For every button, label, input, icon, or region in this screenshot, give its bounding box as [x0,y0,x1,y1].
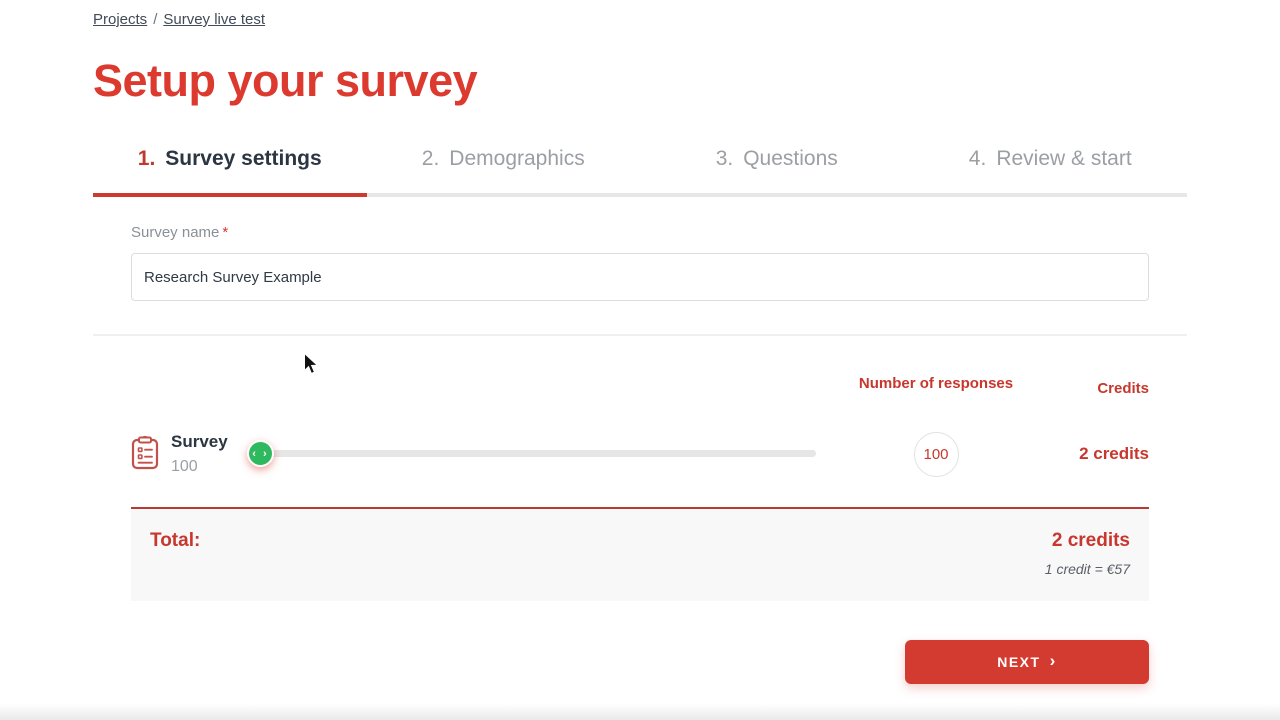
chevron-right-icon: › [1049,651,1057,670]
next-button[interactable]: NEXT › [905,640,1149,684]
credit-rate-note: 1 credit = €57 [1044,561,1130,577]
page-title: Setup your survey [93,55,478,106]
column-header-responses: Number of responses [858,375,1014,392]
responses-slider[interactable]: ‹ › [247,440,816,468]
slider-handle[interactable]: ‹ › [247,440,274,467]
tab-review-start[interactable]: 4. Review & start [913,133,1187,197]
section-divider [93,334,1187,336]
row-sub-value: 100 [171,458,198,475]
column-header-credits: Credits [1097,380,1149,397]
actions-bar: NEXT › [131,601,1149,684]
pricing-row-survey: Survey 100 ‹ › 100 2 credits [131,424,1149,484]
tab-demographics[interactable]: 2. Demographics [366,133,640,197]
survey-name-input[interactable] [131,253,1149,301]
next-button-label: NEXT [997,654,1041,670]
survey-settings-panel: Survey name * [93,224,1187,301]
clipboard-icon [131,434,171,475]
row-title: Survey [171,432,228,451]
total-label: Total: [150,530,201,551]
required-asterisk: * [222,224,229,241]
tab-number: 2. [421,147,440,170]
survey-name-label-text: Survey name [131,224,220,241]
total-summary: Total: 2 credits 1 credit = €57 [131,507,1149,601]
tab-label: Survey settings [165,147,322,170]
slider-track[interactable] [249,450,816,457]
tab-number: 4. [968,147,987,170]
tab-number: 1. [137,147,156,170]
breadcrumb-separator: / [153,11,158,28]
credits-cell: 2 credits [1079,444,1149,463]
responses-cell: 100 [841,431,1031,477]
bottom-shadow [0,704,1280,720]
tab-survey-settings[interactable]: 1. Survey settings [93,133,367,197]
row-titles: Survey 100 [171,432,249,476]
tab-number: 3. [715,147,734,170]
survey-name-label: Survey name * [131,224,1149,241]
main-content: Projects / Survey live test Setup your sur… [93,0,1187,684]
tab-label: Questions [743,147,838,170]
breadcrumb: Projects / Survey live test [93,0,1187,28]
total-credits-value: 2 credits [1051,530,1130,551]
tab-label: Review & start [996,147,1132,170]
pricing-panel: Number of responses Credits Survey [93,375,1187,684]
wizard-tabs: 1. Survey settings 2. Demographics 3. Quest… [93,133,1187,197]
tab-label: Demographics [449,147,585,170]
breadcrumb-link-survey-live-test[interactable]: Survey live test [163,11,266,28]
breadcrumb-link-projects[interactable]: Projects [93,11,148,28]
responses-value-badge[interactable]: 100 [913,431,959,477]
pricing-columns-header: Number of responses Credits [131,375,1149,397]
tab-questions[interactable]: 3. Questions [640,133,914,197]
